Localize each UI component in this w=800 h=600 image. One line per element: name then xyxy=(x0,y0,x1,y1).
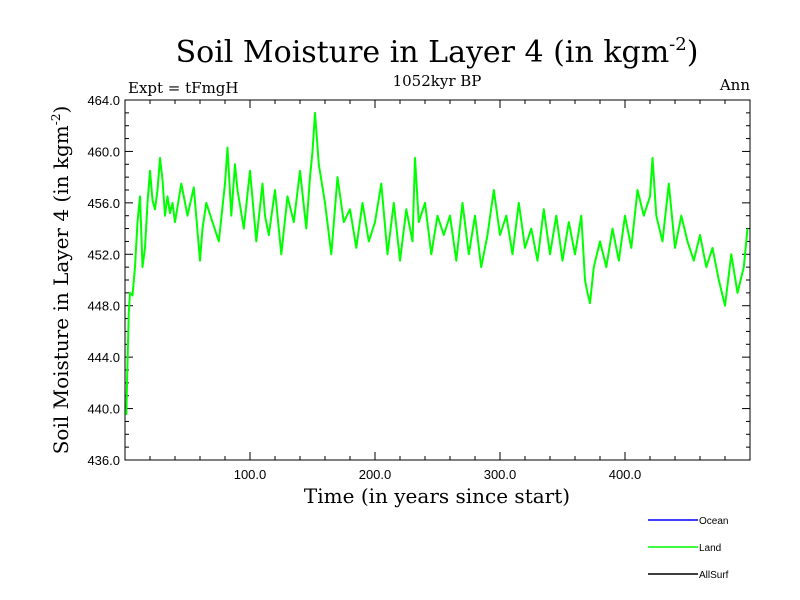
y-axis-label-sup: -2 xyxy=(49,114,63,126)
y-tick-label: 436.0 xyxy=(87,453,120,468)
y-tick-label: 444.0 xyxy=(87,350,120,365)
chart-title: Soil Moisture in Layer 4 (in kgm-2) xyxy=(176,34,699,70)
subtitle-center: 1052kyr BP xyxy=(393,72,482,90)
x-tick-label: 400.0 xyxy=(609,467,642,482)
subtitle-left: Expt = tFmgH xyxy=(128,79,239,97)
x-tick-label: 300.0 xyxy=(484,467,517,482)
y-axis-label: Soil Moisture in Layer 4 (in kgm-2) xyxy=(49,106,73,455)
y-axis-label-main: Soil Moisture in Layer 4 (in kgm xyxy=(49,125,73,454)
x-axis-label: Time (in years since start) xyxy=(304,484,570,508)
y-tick-label: 452.0 xyxy=(87,247,120,262)
x-tick-label: 200.0 xyxy=(359,467,392,482)
y-tick-label: 460.0 xyxy=(87,144,120,159)
plot-frame xyxy=(124,99,751,461)
y-tick-label: 464.0 xyxy=(87,93,120,108)
legend-label-land: Land xyxy=(699,543,721,554)
y-axis-ticks: 436.0 440.0 444.0 448.0 452.0 456.0 460.0 464.0 xyxy=(87,93,750,468)
x-tick-label: 100.0 xyxy=(234,467,267,482)
subtitle-right: Ann xyxy=(719,76,750,94)
series-layer xyxy=(125,111,749,416)
y-tick-label: 440.0 xyxy=(87,402,120,417)
chart-title-close: ) xyxy=(687,35,699,70)
legend: Ocean Land AllSurf xyxy=(648,516,729,581)
y-tick-label: 456.0 xyxy=(87,196,120,211)
chart-title-sup: -2 xyxy=(669,34,687,55)
y-tick-label: 448.0 xyxy=(87,299,120,314)
series-line-land xyxy=(125,111,749,416)
legend-label-allsurf: AllSurf xyxy=(699,570,729,581)
x-axis-ticks: 100.0 200.0 300.0 400.0 xyxy=(149,100,726,482)
chart-title-main: Soil Moisture in Layer 4 (in kgm xyxy=(176,35,670,70)
legend-label-ocean: Ocean xyxy=(699,516,728,527)
y-axis-label-close: ) xyxy=(49,106,73,114)
